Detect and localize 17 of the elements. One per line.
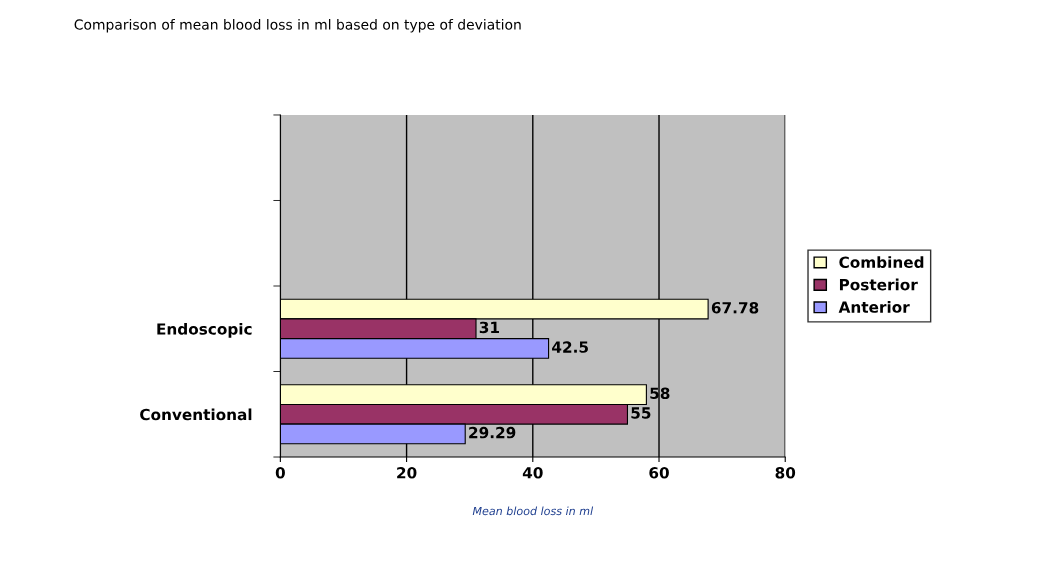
y-tick-label: Conventional <box>140 408 252 421</box>
x-tick-label: 60 <box>649 467 669 479</box>
legend-label: Anterior <box>838 301 910 313</box>
x-tick-label: 40 <box>522 467 543 479</box>
legend-label: Posterior <box>839 278 918 291</box>
data-label: 67.78 <box>711 301 759 314</box>
legend-label: Combined <box>839 256 924 269</box>
chart-title: Comparison of mean blood loss in ml based on type of deviation <box>74 19 521 33</box>
x-tick-label: 0 <box>275 467 285 479</box>
data-label: 42.5 <box>552 341 588 353</box>
data-label: 55 <box>631 407 651 419</box>
x-axis-title: Mean blood loss in ml <box>472 506 594 516</box>
y-tick-label: Endoscopic <box>157 322 252 338</box>
x-tick-label: 80 <box>775 467 796 479</box>
x-tick-label: 20 <box>397 467 417 479</box>
data-label: 29.29 <box>469 426 516 439</box>
data-label: 31 <box>479 321 499 334</box>
